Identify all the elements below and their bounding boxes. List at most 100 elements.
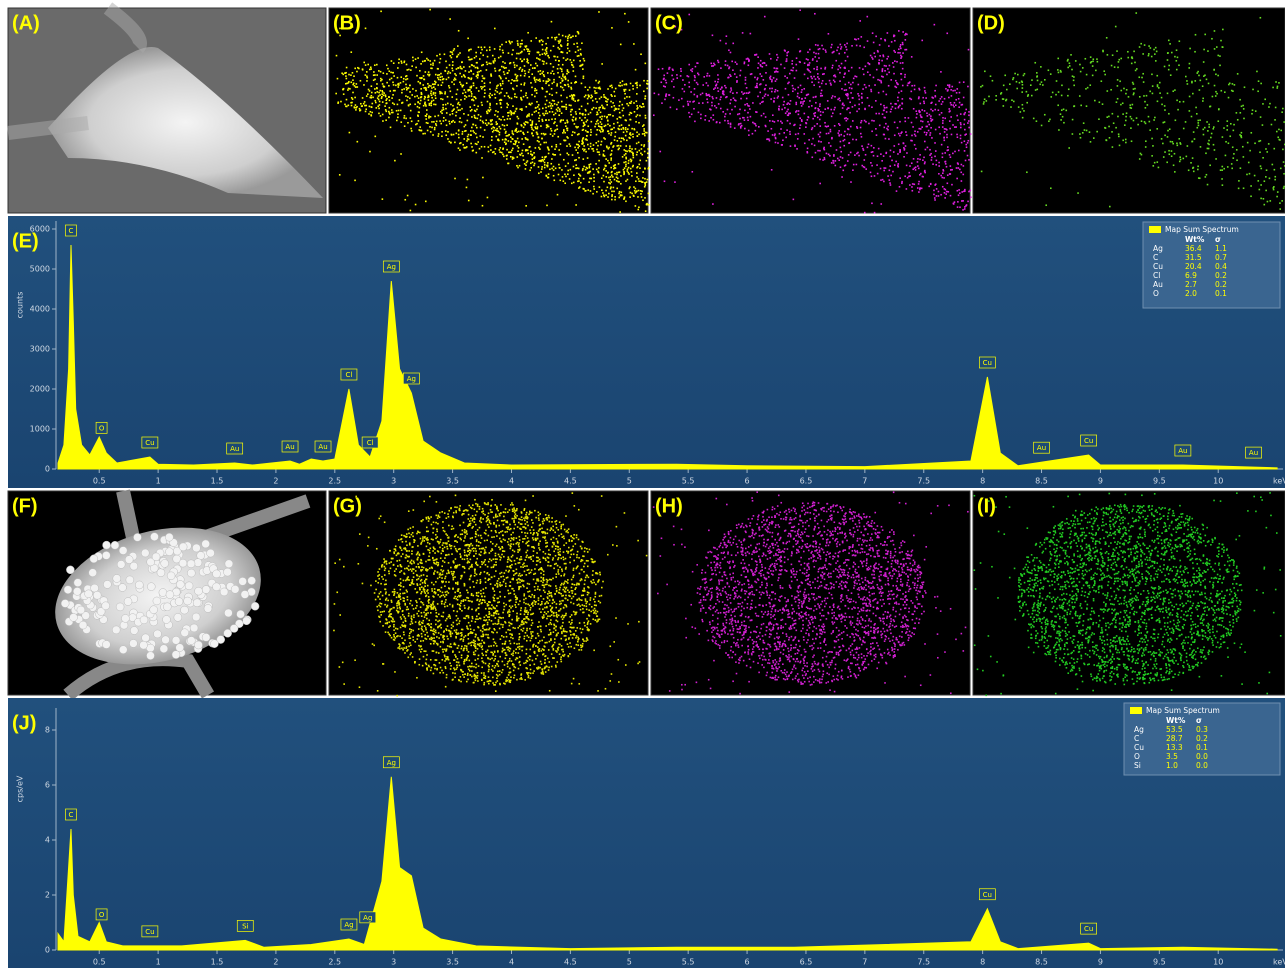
map-dot — [1176, 69, 1178, 71]
map-dot — [602, 192, 604, 194]
map-dot — [378, 95, 380, 97]
map-dot — [867, 97, 869, 99]
map-dot — [517, 138, 519, 140]
map-dot — [614, 173, 616, 175]
map-dot — [885, 123, 887, 125]
map-dot — [876, 69, 878, 71]
map-dot — [461, 533, 463, 535]
map-dot — [573, 43, 575, 45]
map-dot — [776, 79, 778, 81]
map-dot — [1157, 100, 1159, 102]
map-dot — [877, 173, 879, 175]
map-dot — [481, 88, 483, 90]
map-dot — [490, 124, 492, 126]
map-dot — [786, 103, 788, 105]
map-dot — [861, 136, 863, 138]
map-dot — [955, 104, 957, 106]
map-dot — [466, 657, 468, 659]
map-dot — [510, 607, 512, 609]
map-dot — [500, 85, 502, 87]
map-dot — [1143, 95, 1145, 97]
map-dot — [546, 618, 548, 620]
map-dot — [1188, 67, 1190, 69]
map-dot — [1079, 133, 1081, 135]
sem-grain — [165, 548, 173, 556]
map-dot — [446, 124, 448, 126]
map-dot — [1125, 93, 1127, 95]
map-dot — [911, 56, 913, 58]
map-dot — [422, 640, 424, 642]
map-dot — [707, 73, 709, 75]
map-dot — [542, 108, 544, 110]
map-dot — [954, 201, 956, 203]
map-dot — [614, 179, 616, 181]
map-dot — [534, 597, 536, 599]
map-dot — [785, 112, 787, 114]
map-dot — [1167, 59, 1169, 61]
map-dot — [644, 178, 646, 180]
map-dot — [1278, 129, 1280, 131]
map-dot — [795, 64, 797, 66]
map-dot — [1215, 73, 1217, 75]
map-dot — [816, 60, 818, 62]
map-dot — [835, 60, 837, 62]
map-dot — [858, 104, 860, 106]
map-dot — [578, 99, 580, 101]
map-dot — [1180, 143, 1182, 145]
map-dot — [352, 98, 354, 100]
map-dot — [854, 38, 856, 40]
map-dot — [559, 108, 561, 110]
map-dot — [548, 667, 550, 669]
map-dot — [930, 118, 932, 120]
map-dot — [847, 93, 849, 95]
map-dot — [1112, 54, 1114, 56]
map-dot — [415, 204, 417, 206]
map-dot — [867, 40, 869, 42]
map-dot — [469, 600, 471, 602]
map-dot — [571, 88, 573, 90]
map-dot — [1132, 104, 1134, 106]
map-dot — [589, 87, 591, 89]
map-dot — [918, 98, 920, 100]
map-dot — [1198, 75, 1200, 77]
map-dot — [1150, 47, 1152, 49]
map-dot — [449, 87, 451, 89]
map-dot — [1000, 93, 1002, 95]
map-dot — [427, 122, 429, 124]
map-dot — [945, 189, 947, 191]
map-dot — [1157, 84, 1159, 86]
sem-grain — [79, 621, 87, 629]
map-dot — [558, 149, 560, 151]
map-dot — [490, 121, 492, 123]
map-dot — [632, 88, 634, 90]
map-dot — [847, 134, 849, 136]
map-dot — [587, 144, 589, 146]
map-dot — [583, 178, 585, 180]
map-dot — [811, 81, 813, 83]
map-dot — [346, 99, 348, 101]
map-dot — [472, 595, 474, 597]
map-dot — [517, 145, 519, 147]
map-dot — [827, 125, 829, 127]
map-dot — [560, 95, 562, 97]
map-dot — [708, 120, 710, 122]
map-dot — [442, 651, 444, 653]
map-dot — [947, 174, 949, 176]
map-dot — [592, 100, 594, 102]
map-dot — [592, 148, 594, 150]
map-dot — [521, 70, 523, 72]
map-dot — [684, 84, 686, 86]
map-dot — [563, 159, 565, 161]
map-dot — [560, 528, 562, 530]
map-dot — [843, 76, 845, 78]
map-dot — [1136, 68, 1138, 70]
map-dot — [772, 114, 774, 116]
map-dot — [894, 103, 896, 105]
map-dot — [921, 126, 923, 128]
map-dot — [646, 132, 648, 134]
map-dot — [441, 511, 443, 513]
map-dot — [618, 145, 620, 147]
map-dot — [643, 128, 645, 130]
map-dot — [405, 84, 407, 86]
map-dot — [513, 650, 515, 652]
